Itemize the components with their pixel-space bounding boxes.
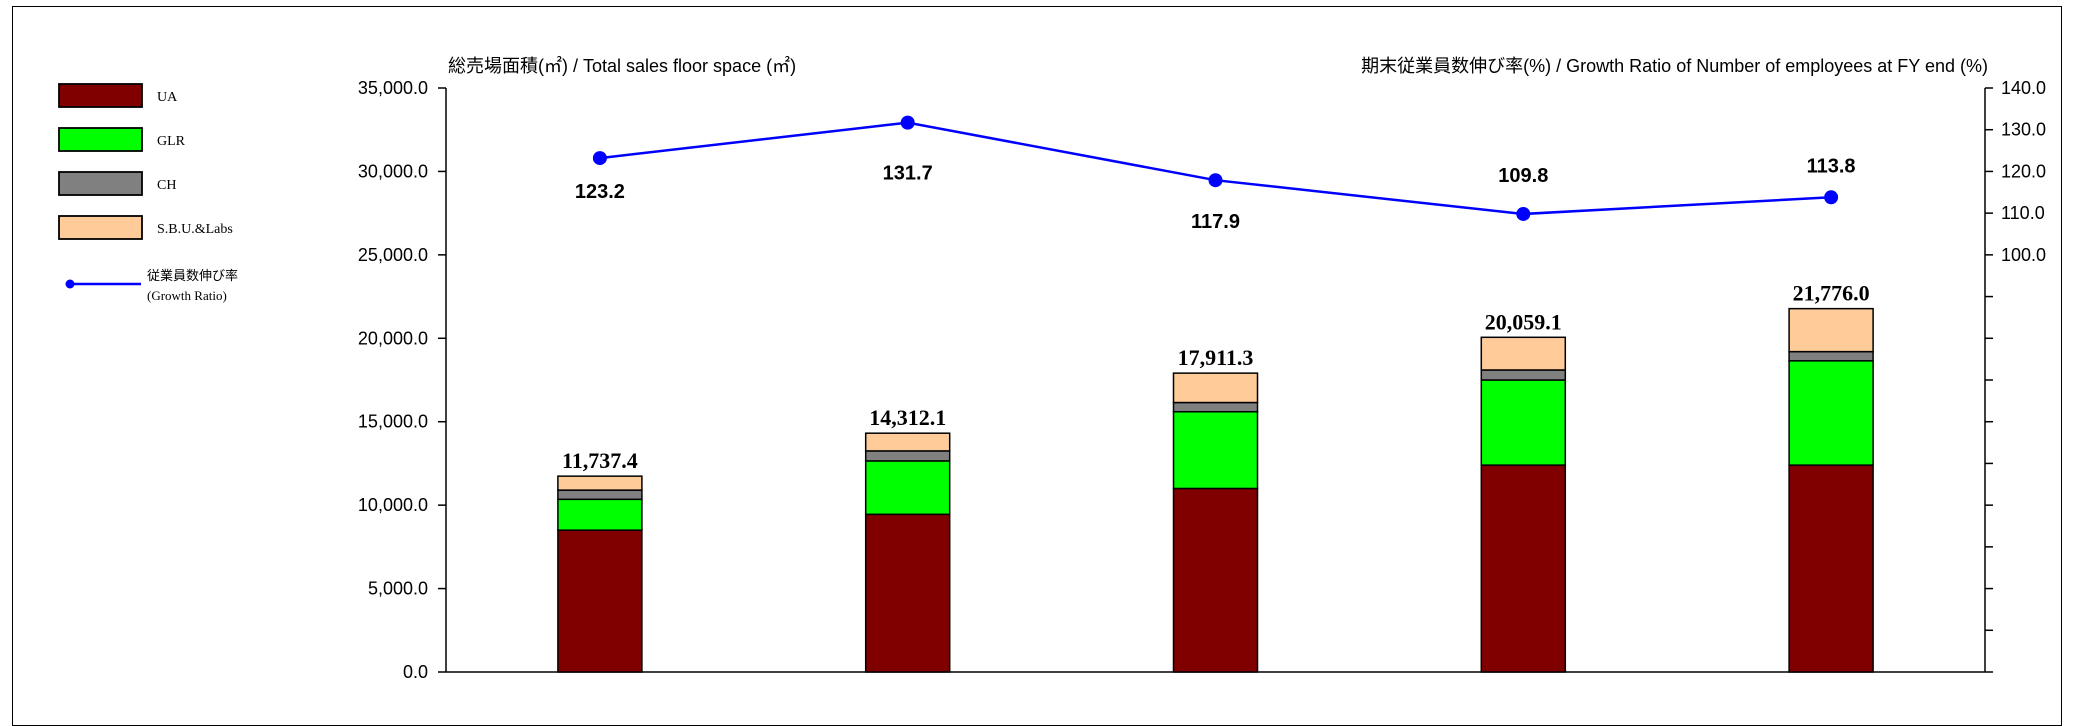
right-tick-label: 140.0 [2001,78,2046,98]
right-axis-title: 期末従業員数伸び率(%) / Growth Ratio of Number of… [1361,56,1988,76]
bar-total-label: 11,737.4 [562,448,638,473]
right-tick-label: 100.0 [2001,245,2046,265]
legend-line-sublabel: (Growth Ratio) [147,288,227,303]
legend-label: GLR [157,134,186,149]
bar-segment-ua [1172,487,1259,673]
bar-segment-ch [1172,401,1259,413]
bar-segment-ch [1480,369,1567,381]
legend-label: UA [157,90,178,105]
bar-segment-ch [1788,350,1874,362]
growth-ratio-label: 131.7 [883,163,933,185]
right-tick-label: 130.0 [2001,120,2046,140]
growth-ratio-label: 123.2 [575,181,625,203]
left-tick-label: 30,000.0 [358,161,428,181]
left-tick-label: 20,000.0 [358,328,428,348]
growth-ratio-point [1516,206,1531,221]
bar-segment-s-b-u-labs [864,432,951,452]
bar-total-label: 20,059.1 [1485,309,1562,334]
right-tick-label: 120.0 [2001,161,2046,181]
bar-segment-ch [557,489,643,501]
bar-total-label: 21,776.0 [1793,281,1870,306]
legend-label: S.B.U.&Labs [157,222,233,237]
bar-segment-s-b-u-labs [557,475,643,491]
bar-segment-ua [1788,464,1874,673]
left-tick-label: 5,000.0 [368,579,428,599]
legend-label: CH [157,178,176,193]
legend-swatch [58,83,143,108]
bar-segment-ua [1480,464,1567,673]
growth-ratio-point [900,115,915,130]
bar-segment-glr [1788,360,1874,466]
growth-ratio-point [1824,190,1839,205]
left-tick-label: 35,000.0 [358,78,428,98]
bar-segment-glr [864,460,951,516]
legend-line-marker [65,279,75,289]
bar-segment-glr [557,498,643,531]
bar-total-label: 17,911.3 [1178,345,1254,370]
growth-ratio-label: 113.8 [1807,155,1856,177]
growth-ratio-label: 109.8 [1498,165,1548,187]
bar-segment-glr [1480,379,1567,466]
bar-segment-ua [864,513,951,673]
growth-ratio-label: 117.9 [1191,211,1240,233]
bar-total-label: 14,312.1 [869,405,946,430]
legend-line-label: 従業員数伸び率 [147,268,238,283]
left-tick-label: 0.0 [403,662,428,682]
bar-segment-glr [1172,410,1259,490]
legend-swatch [58,127,143,152]
bar-segment-s-b-u-labs [1172,372,1259,404]
growth-ratio-point [592,151,607,166]
left-tick-label: 10,000.0 [358,495,428,515]
bar-segment-ch [864,450,951,462]
bar-segment-ua [557,529,643,673]
left-axis-title: 総売場面積(㎡) / Total sales floor space (㎡) [448,55,796,76]
growth-ratio-line [599,121,1832,216]
right-tick-label: 110.0 [2001,203,2045,223]
left-tick-label: 15,000.0 [358,412,428,432]
growth-ratio-point [1208,173,1223,188]
legend-swatch [58,215,143,240]
stacked-bar-line-chart: 総売場面積(㎡) / Total sales floor space (㎡) 期… [58,55,2046,682]
bar-segment-s-b-u-labs [1788,307,1874,353]
left-tick-label: 25,000.0 [358,245,428,265]
bar-segment-s-b-u-labs [1480,336,1567,371]
legend-swatch [58,171,143,196]
